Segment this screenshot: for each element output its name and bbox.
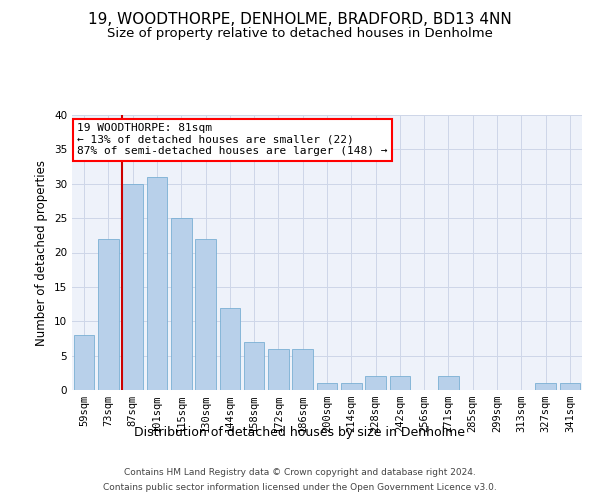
Bar: [268, 349, 289, 390]
Bar: [365, 376, 386, 390]
Bar: [122, 184, 143, 390]
Bar: [560, 383, 580, 390]
Text: Contains public sector information licensed under the Open Government Licence v3: Contains public sector information licen…: [103, 483, 497, 492]
Bar: [438, 376, 459, 390]
Bar: [317, 383, 337, 390]
Bar: [98, 239, 119, 390]
Text: 19, WOODTHORPE, DENHOLME, BRADFORD, BD13 4NN: 19, WOODTHORPE, DENHOLME, BRADFORD, BD13…: [88, 12, 512, 28]
Text: Distribution of detached houses by size in Denholme: Distribution of detached houses by size …: [134, 426, 466, 439]
Text: Contains HM Land Registry data © Crown copyright and database right 2024.: Contains HM Land Registry data © Crown c…: [124, 468, 476, 477]
Bar: [171, 218, 191, 390]
Y-axis label: Number of detached properties: Number of detached properties: [35, 160, 49, 346]
Text: 19 WOODTHORPE: 81sqm
← 13% of detached houses are smaller (22)
87% of semi-detac: 19 WOODTHORPE: 81sqm ← 13% of detached h…: [77, 123, 388, 156]
Bar: [535, 383, 556, 390]
Bar: [292, 349, 313, 390]
Bar: [146, 177, 167, 390]
Bar: [244, 342, 265, 390]
Bar: [389, 376, 410, 390]
Bar: [220, 308, 240, 390]
Bar: [341, 383, 362, 390]
Text: Size of property relative to detached houses in Denholme: Size of property relative to detached ho…: [107, 28, 493, 40]
Bar: [74, 335, 94, 390]
Bar: [195, 239, 216, 390]
